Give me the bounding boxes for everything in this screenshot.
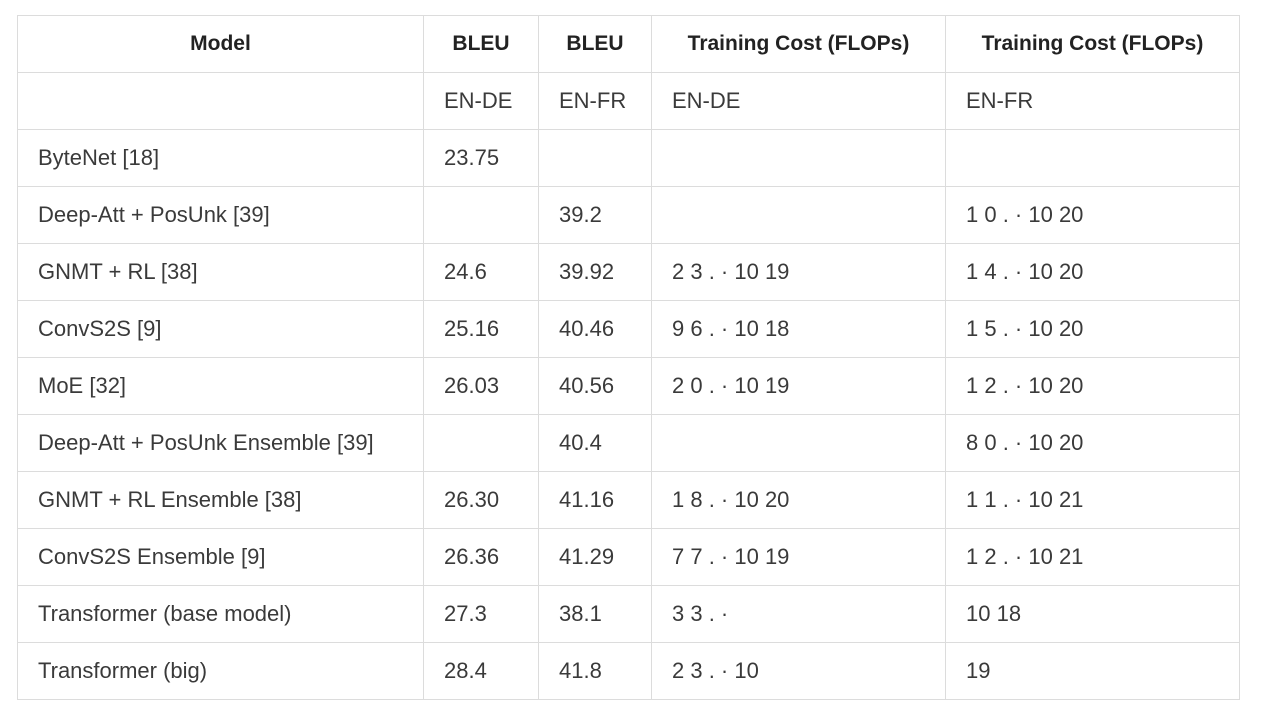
table-cell: 2 3 . · 10 19 [651, 243, 946, 301]
table-cell: 3 3 . · [651, 585, 946, 643]
table-cell: 1 2 . · 10 21 [945, 528, 1240, 586]
table-cell: 28.4 [423, 642, 539, 700]
results-table-container: Model BLEU BLEU Training Cost (FLOPs) Tr… [17, 15, 1240, 700]
table-cell: 24.6 [423, 243, 539, 301]
table-cell: 40.4 [538, 414, 652, 472]
results-table: Model BLEU BLEU Training Cost (FLOPs) Tr… [17, 15, 1240, 700]
table-cell: 1 8 . · 10 20 [651, 471, 946, 529]
table-body: EN-DE EN-FR EN-DE EN-FR ByteNet [18] 23.… [17, 72, 1240, 700]
table-cell [651, 129, 946, 187]
header-cost-en-de: Training Cost (FLOPs) [651, 15, 946, 73]
table-cell: GNMT + RL Ensemble [38] [17, 471, 424, 529]
table-cell: 1 2 . · 10 20 [945, 357, 1240, 415]
table-cell: 26.30 [423, 471, 539, 529]
table-cell: 2 3 . · 10 [651, 642, 946, 700]
table-cell: 27.3 [423, 585, 539, 643]
table-cell: 26.03 [423, 357, 539, 415]
table-cell: 7 7 . · 10 19 [651, 528, 946, 586]
table-cell: 8 0 . · 10 20 [945, 414, 1240, 472]
table-cell: 39.2 [538, 186, 652, 244]
table-cell: Transformer (base model) [17, 585, 424, 643]
table-cell: 1 0 . · 10 20 [945, 186, 1240, 244]
table-cell: Transformer (big) [17, 642, 424, 700]
header-row: Model BLEU BLEU Training Cost (FLOPs) Tr… [17, 15, 1240, 73]
table-cell [651, 414, 946, 472]
table-cell: 40.56 [538, 357, 652, 415]
table-cell: 10 18 [945, 585, 1240, 643]
table-cell: 1 1 . · 10 21 [945, 471, 1240, 529]
table-cell: 9 6 . · 10 18 [651, 300, 946, 358]
table-cell: 23.75 [423, 129, 539, 187]
table-cell: ByteNet [18] [17, 129, 424, 187]
table-header: Model BLEU BLEU Training Cost (FLOPs) Tr… [17, 15, 1240, 73]
table-row: Deep-Att + PosUnk Ensemble [39] 40.4 8 0… [17, 414, 1240, 472]
table-row: ConvS2S [9] 25.16 40.46 9 6 . · 10 18 1 … [17, 300, 1240, 358]
table-cell: MoE [32] [17, 357, 424, 415]
table-cell [651, 186, 946, 244]
table-cell [17, 72, 424, 130]
table-cell: EN-DE [423, 72, 539, 130]
table-cell: EN-DE [651, 72, 946, 130]
table-row: ConvS2S Ensemble [9] 26.36 41.29 7 7 . ·… [17, 528, 1240, 586]
table-row: EN-DE EN-FR EN-DE EN-FR [17, 72, 1240, 130]
header-cost-en-fr: Training Cost (FLOPs) [945, 15, 1240, 73]
table-row: ByteNet [18] 23.75 [17, 129, 1240, 187]
table-cell [945, 129, 1240, 187]
table-cell: 1 4 . · 10 20 [945, 243, 1240, 301]
table-cell: 2 0 . · 10 19 [651, 357, 946, 415]
table-row: Deep-Att + PosUnk [39] 39.2 1 0 . · 10 2… [17, 186, 1240, 244]
table-cell: 1 5 . · 10 20 [945, 300, 1240, 358]
table-row: Transformer (base model) 27.3 38.1 3 3 .… [17, 585, 1240, 643]
table-cell: 38.1 [538, 585, 652, 643]
table-cell: 41.16 [538, 471, 652, 529]
table-cell: 25.16 [423, 300, 539, 358]
table-row: Transformer (big) 28.4 41.8 2 3 . · 10 1… [17, 642, 1240, 700]
table-row: GNMT + RL [38] 24.6 39.92 2 3 . · 10 19 … [17, 243, 1240, 301]
table-cell: 41.8 [538, 642, 652, 700]
table-cell: ConvS2S [9] [17, 300, 424, 358]
table-cell: 41.29 [538, 528, 652, 586]
table-cell: 39.92 [538, 243, 652, 301]
table-row: MoE [32] 26.03 40.56 2 0 . · 10 19 1 2 .… [17, 357, 1240, 415]
table-cell [538, 129, 652, 187]
table-cell: GNMT + RL [38] [17, 243, 424, 301]
table-cell: EN-FR [945, 72, 1240, 130]
table-cell: ConvS2S Ensemble [9] [17, 528, 424, 586]
header-bleu-en-fr: BLEU [538, 15, 652, 73]
table-cell: 40.46 [538, 300, 652, 358]
table-cell: 19 [945, 642, 1240, 700]
table-row: GNMT + RL Ensemble [38] 26.30 41.16 1 8 … [17, 471, 1240, 529]
table-cell: EN-FR [538, 72, 652, 130]
table-cell: 26.36 [423, 528, 539, 586]
table-cell [423, 186, 539, 244]
table-cell: Deep-Att + PosUnk [39] [17, 186, 424, 244]
table-cell [423, 414, 539, 472]
table-cell: Deep-Att + PosUnk Ensemble [39] [17, 414, 424, 472]
header-model: Model [17, 15, 424, 73]
header-bleu-en-de: BLEU [423, 15, 539, 73]
